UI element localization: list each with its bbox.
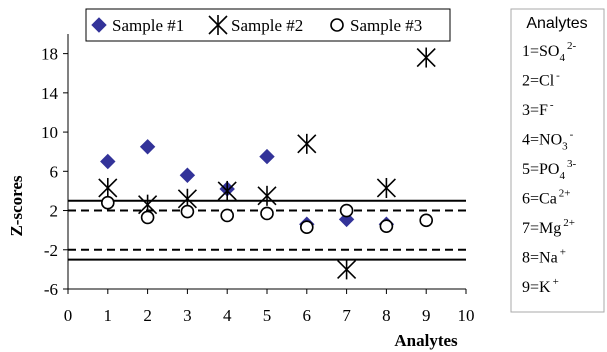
series-2 (98, 47, 436, 280)
y-tick-label: 14 (41, 84, 59, 103)
data-point (259, 148, 275, 165)
x-axis-title: Analytes (394, 331, 458, 350)
analyte-item: 8=Na + (522, 247, 566, 267)
analytes-list: 1=SO42- 2=Cl - 3=F - 4=NO3- 5=PO43- 6=Ca 2+ 7=Mg 2… (522, 40, 576, 296)
data-point (416, 47, 436, 68)
x-tick-label: 0 (64, 306, 73, 325)
legend-box (85, 8, 451, 42)
data-point (101, 195, 115, 210)
data-point (217, 180, 237, 201)
x-tick-label: 4 (223, 306, 232, 325)
series-3 (101, 195, 434, 235)
data-point (260, 206, 274, 221)
x-tick-label: 6 (303, 306, 312, 325)
x-tick-label: 5 (263, 306, 272, 325)
x-tick-label: 2 (143, 306, 152, 325)
x-tick-label: 3 (183, 306, 192, 325)
analytes-box-title: Analytes (526, 15, 587, 32)
data-point (337, 259, 357, 280)
data-point (297, 133, 317, 154)
legend-marker (208, 15, 228, 35)
x-tick-label: 8 (382, 306, 391, 325)
data-point (419, 213, 434, 228)
analyte-item: 9=K + (522, 276, 559, 296)
legend-marker (330, 18, 344, 32)
y-tick-label: -2 (44, 241, 58, 260)
x-tick-label: 1 (104, 306, 113, 325)
legend: Sample #1 Sample #2 Sample #3 (91, 15, 422, 35)
analyte-item: 5=PO43- (522, 158, 576, 182)
data-point (339, 203, 354, 218)
y-tick-label: 18 (41, 45, 58, 64)
data-point (299, 220, 314, 235)
legend-marker (91, 17, 107, 33)
data-point (379, 219, 394, 234)
data-point (257, 185, 277, 206)
analyte-item: 1=SO42- (522, 40, 576, 64)
y-tick-label: 6 (50, 162, 59, 181)
analyte-item: 3=F - (522, 99, 554, 119)
legend-label: Sample #1 (112, 16, 184, 35)
analyte-item: 6=Ca 2+ (522, 188, 571, 208)
analytes-box (510, 8, 605, 313)
axes: -6 -2 2 6 10 14 18 0 1 2 3 4 5 6 7 8 9 10 (41, 34, 475, 325)
data-point (100, 153, 116, 170)
y-tick-label: 10 (41, 123, 58, 142)
data-point (98, 177, 118, 198)
x-tick-label: 9 (422, 306, 431, 325)
legend-label: Sample #3 (350, 16, 422, 35)
data-point (139, 139, 156, 155)
y-tick-label: -6 (44, 280, 58, 299)
data-point (179, 167, 196, 183)
y-axis-title: Z-scores (7, 175, 26, 236)
legend-label: Sample #2 (231, 16, 303, 35)
analyte-item: 2=Cl - (522, 70, 560, 90)
data-point (140, 210, 155, 225)
x-tick-label: 10 (458, 306, 475, 325)
analyte-item: 4=NO3- (522, 129, 574, 153)
data-point (180, 204, 195, 219)
analyte-item: 7=Mg 2+ (522, 217, 575, 237)
data-marks (98, 47, 436, 280)
data-point (376, 177, 396, 198)
y-tick-label: 2 (50, 202, 59, 221)
data-point (220, 208, 234, 223)
x-tick-label: 7 (342, 306, 351, 325)
